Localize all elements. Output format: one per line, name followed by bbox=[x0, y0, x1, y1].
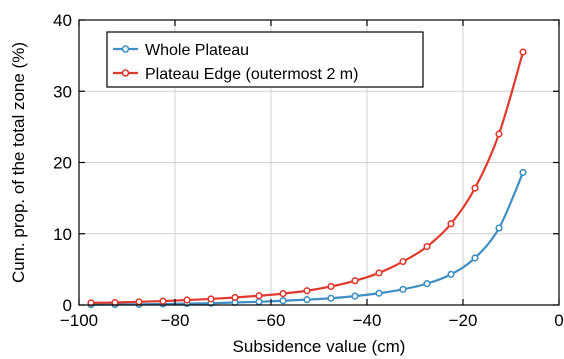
legend-label-whole-plateau: Whole Plateau bbox=[145, 42, 249, 59]
x-tick-label: −100 bbox=[60, 311, 98, 330]
data-point-plateau-edge bbox=[159, 297, 167, 305]
legend-marker-plateau-edge bbox=[121, 69, 130, 77]
y-tick-label: 40 bbox=[53, 11, 72, 30]
x-tick-label: −80 bbox=[161, 311, 190, 330]
data-point-whole-plateau bbox=[495, 224, 503, 232]
data-point-whole-plateau bbox=[351, 292, 359, 300]
data-point-plateau-edge bbox=[207, 295, 215, 303]
data-point-plateau-edge bbox=[135, 298, 143, 306]
data-point-plateau-edge bbox=[303, 287, 311, 295]
data-point-whole-plateau bbox=[279, 297, 287, 305]
data-point-plateau-edge bbox=[471, 184, 479, 192]
x-tick-label: −40 bbox=[353, 311, 382, 330]
data-point-whole-plateau bbox=[471, 254, 479, 262]
data-point-whole-plateau bbox=[519, 168, 527, 177]
data-point-whole-plateau bbox=[399, 285, 407, 293]
series-plateau-edge bbox=[87, 48, 527, 307]
data-point-whole-plateau bbox=[255, 298, 263, 306]
y-tick-label: 0 bbox=[63, 296, 72, 315]
data-point-plateau-edge bbox=[423, 242, 431, 251]
data-point-plateau-edge bbox=[279, 290, 287, 298]
data-point-plateau-edge bbox=[495, 130, 503, 138]
legend-box bbox=[106, 31, 424, 88]
data-point-whole-plateau bbox=[423, 280, 431, 288]
series-line-plateau-edge bbox=[90, 51, 525, 304]
data-point-whole-plateau bbox=[375, 289, 383, 297]
tick-labels: −100 −80 −60 −40 −20 0 0 10 20 30 40 bbox=[53, 11, 564, 330]
data-point-plateau-edge bbox=[255, 292, 263, 300]
series-line-whole-plateau bbox=[90, 172, 525, 306]
x-tick-label: −20 bbox=[449, 311, 478, 330]
data-point-plateau-edge bbox=[87, 299, 95, 307]
legend-marker-whole-plateau bbox=[121, 45, 130, 53]
series-layer bbox=[87, 48, 527, 309]
data-point-plateau-edge bbox=[375, 269, 383, 277]
x-tick-label: −60 bbox=[257, 311, 286, 330]
y-tick-label: 20 bbox=[53, 154, 72, 173]
data-point-plateau-edge bbox=[351, 277, 359, 285]
legend: Whole Plateau Plateau Edge (outermost 2 … bbox=[106, 31, 424, 88]
data-point-plateau-edge bbox=[447, 220, 455, 228]
data-point-plateau-edge bbox=[327, 282, 335, 291]
y-tick-label: 10 bbox=[53, 225, 72, 244]
y-tick-label: 30 bbox=[53, 82, 72, 101]
data-point-whole-plateau bbox=[327, 294, 335, 302]
data-point-plateau-edge bbox=[231, 293, 239, 302]
x-tick-label: 0 bbox=[554, 311, 563, 330]
legend-label-plateau-edge: Plateau Edge (outermost 2 m) bbox=[145, 66, 358, 83]
data-point-whole-plateau bbox=[303, 296, 311, 304]
y-axis-label: Cum. prop. of the total zone (%) bbox=[9, 42, 28, 283]
data-point-plateau-edge bbox=[183, 296, 191, 304]
data-point-whole-plateau bbox=[447, 270, 455, 278]
data-point-plateau-edge bbox=[519, 48, 527, 56]
x-axis-label: Subsidence value (cm) bbox=[233, 337, 406, 356]
ticks bbox=[78, 19, 560, 306]
data-point-plateau-edge bbox=[399, 257, 407, 266]
series-whole-plateau bbox=[87, 168, 527, 309]
